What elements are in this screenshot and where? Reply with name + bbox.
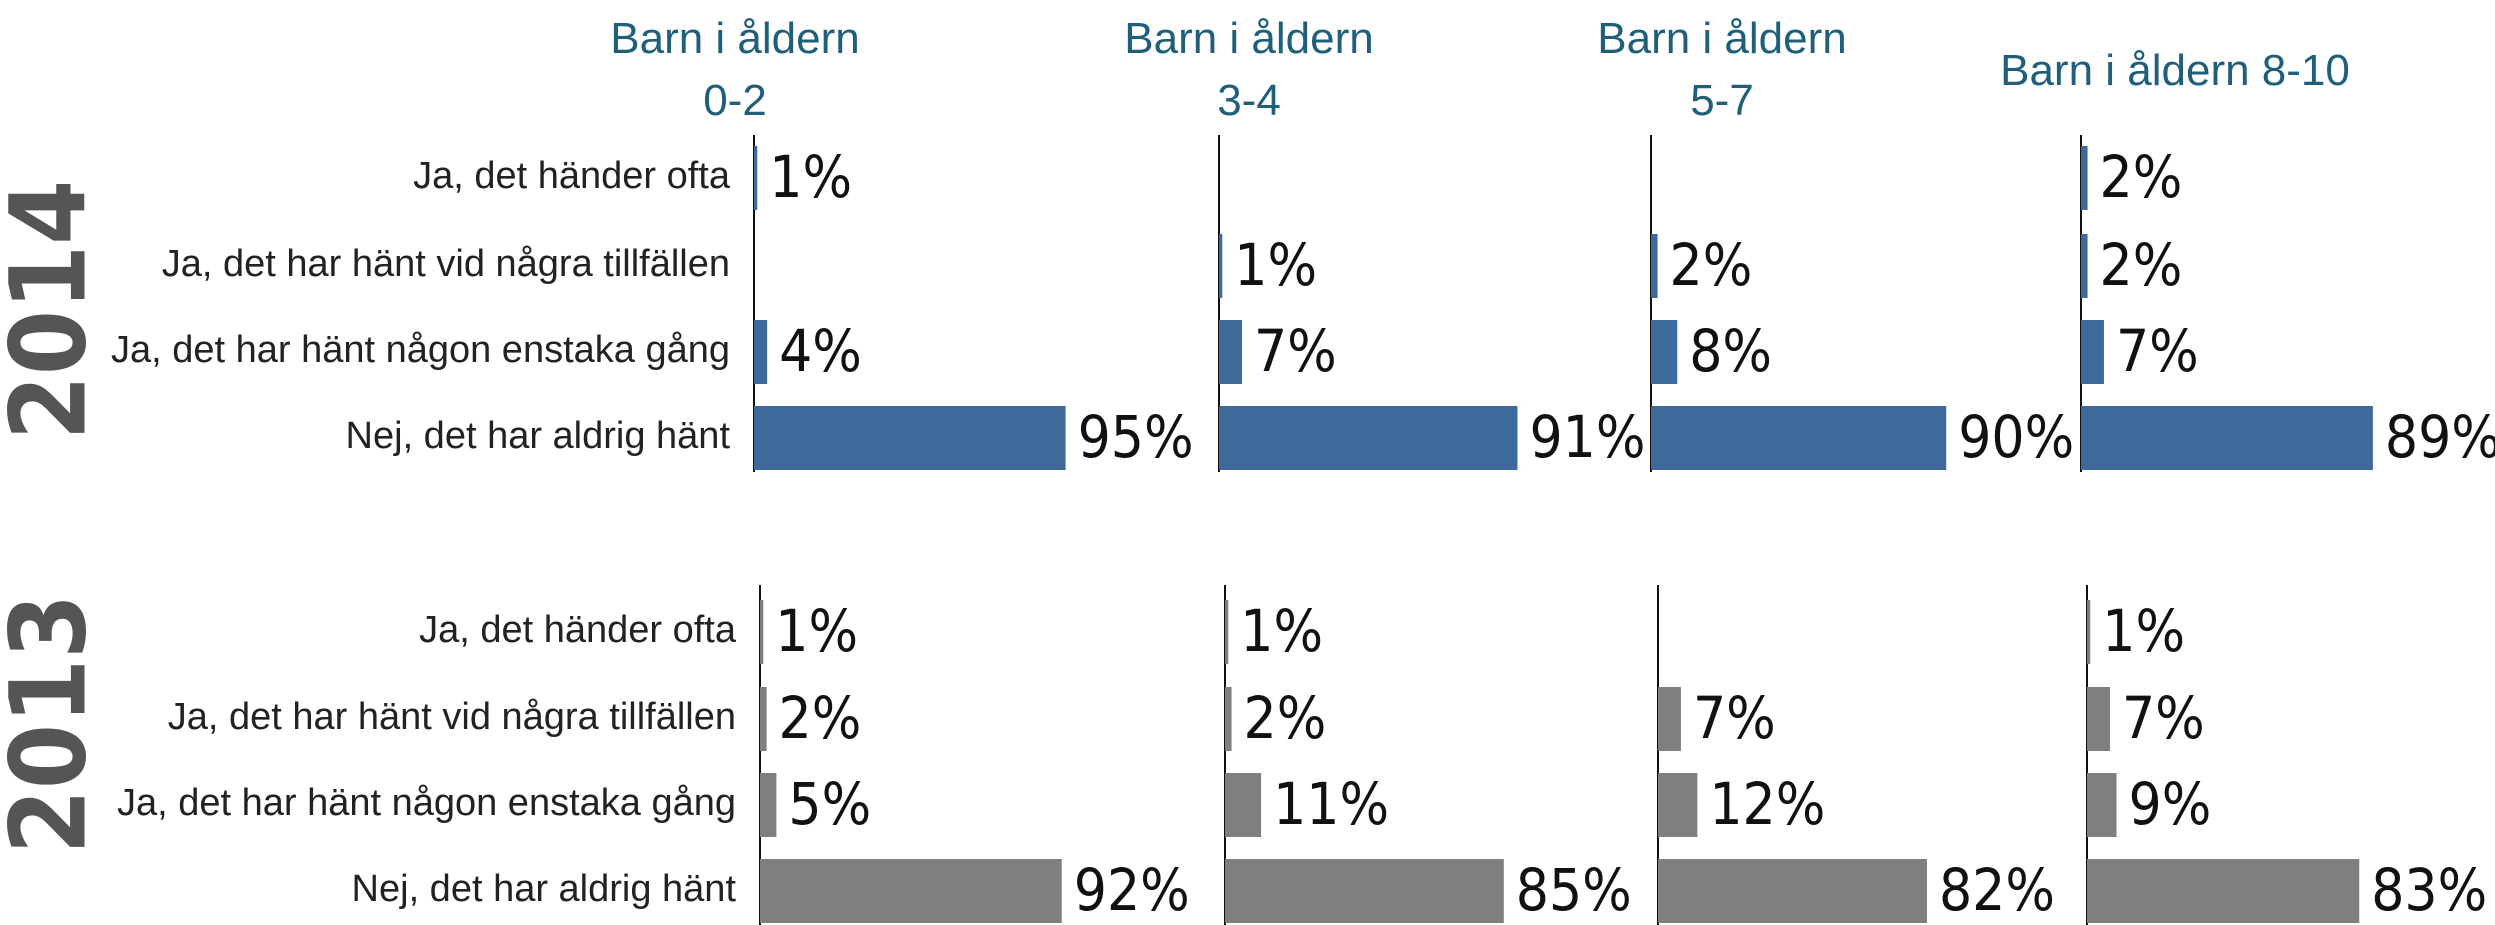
value-label: 1% xyxy=(1234,231,1317,299)
panel-title: Barn i åldern 5-7 xyxy=(1597,14,1847,125)
value-label: 1% xyxy=(2102,597,2185,665)
bar xyxy=(1658,859,1927,923)
value-label: 91% xyxy=(1529,403,1645,471)
value-label: 2% xyxy=(779,684,862,752)
value-label: 12% xyxy=(1709,770,1825,838)
value-label: 92% xyxy=(1074,856,1190,924)
value-label: 2% xyxy=(2100,231,2183,299)
bar xyxy=(760,600,764,664)
bar xyxy=(1658,687,1681,751)
value-label: 8% xyxy=(1689,317,1772,385)
bar xyxy=(2087,600,2091,664)
bar xyxy=(1658,773,1698,837)
value-label: 2% xyxy=(1670,231,1753,299)
bar xyxy=(1651,320,1678,384)
bar xyxy=(1651,406,1947,470)
value-label: 83% xyxy=(2371,856,2487,924)
value-label: 89% xyxy=(2385,403,2495,471)
bar xyxy=(1225,859,1504,923)
value-label: 5% xyxy=(788,770,871,838)
bar xyxy=(2081,234,2088,298)
value-label: 2% xyxy=(1244,684,1327,752)
bar xyxy=(1225,687,1232,751)
bar xyxy=(2081,406,2373,470)
category-label: Ja, det har hänt vid några tillfällen xyxy=(168,696,736,738)
bar xyxy=(2087,859,2360,923)
panel-title: Barn i åldern 0-2 xyxy=(610,14,860,125)
value-label: 1% xyxy=(1240,597,1323,665)
value-label: 7% xyxy=(2122,684,2205,752)
value-label: 9% xyxy=(2129,770,2212,838)
bar xyxy=(1219,234,1223,298)
value-label: 82% xyxy=(1939,856,2055,924)
value-label: 1% xyxy=(769,143,852,211)
category-label: Ja, det har hänt vid några tillfällen xyxy=(162,243,730,285)
value-label: 11% xyxy=(1273,770,1389,838)
bar xyxy=(1219,320,1242,384)
bar xyxy=(2081,146,2088,210)
bar xyxy=(1651,234,1658,298)
category-label: Nej, det har aldrig hänt xyxy=(346,415,731,457)
panel-title: Barn i åldern 8-10 xyxy=(2000,46,2350,95)
bar xyxy=(754,146,758,210)
value-label: 90% xyxy=(1958,403,2074,471)
value-label: 7% xyxy=(1254,317,1337,385)
category-label: Ja, det har hänt någon enstaka gång xyxy=(111,329,730,371)
bar xyxy=(1225,600,1229,664)
value-label: 7% xyxy=(1693,684,1776,752)
value-label: 4% xyxy=(779,317,862,385)
bar xyxy=(760,859,1062,923)
panel-title: Barn i åldern 3-4 xyxy=(1124,14,1374,125)
bar xyxy=(760,687,767,751)
bar xyxy=(1219,406,1518,470)
bar xyxy=(1225,773,1262,837)
value-label: 7% xyxy=(2116,317,2199,385)
bar xyxy=(2081,320,2104,384)
value-label: 1% xyxy=(775,597,858,665)
bar xyxy=(754,406,1066,470)
category-label: Nej, det har aldrig hänt xyxy=(352,868,737,910)
category-label: Ja, det händer ofta xyxy=(419,609,737,651)
category-label: Ja, det har hänt någon enstaka gång xyxy=(117,782,736,824)
year-label: 2013 xyxy=(0,594,109,854)
bar xyxy=(2087,773,2117,837)
value-label: 85% xyxy=(1516,856,1632,924)
value-label: 2% xyxy=(2100,143,2183,211)
bar xyxy=(760,773,777,837)
year-label: 2014 xyxy=(0,180,109,440)
bar xyxy=(754,320,768,384)
bar xyxy=(2087,687,2110,751)
value-label: 95% xyxy=(1078,403,1194,471)
category-label: Ja, det händer ofta xyxy=(413,155,731,197)
